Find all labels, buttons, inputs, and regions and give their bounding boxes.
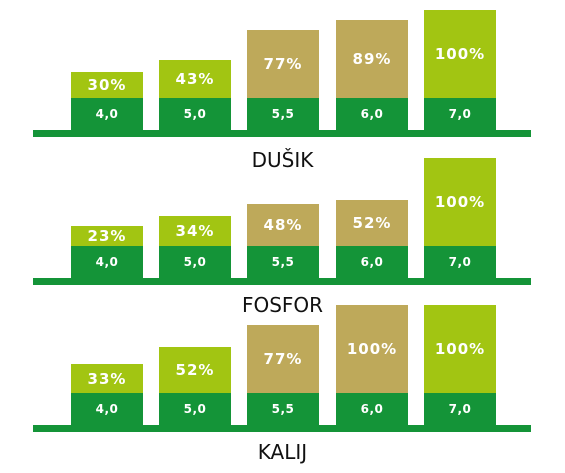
bar: 89% 6,0 — [336, 20, 408, 130]
bar-category-label: 6,0 — [336, 246, 408, 278]
bar-category-label: 5,0 — [159, 246, 231, 278]
chart-baseline — [33, 130, 531, 137]
bar-value-label: 89% — [336, 20, 408, 98]
chart-baseline — [33, 425, 531, 432]
bar-category-label: 4,0 — [71, 393, 143, 425]
bar: 34% 5,0 — [159, 216, 231, 278]
bar-category-label: 5,0 — [159, 393, 231, 425]
bar-value-label: 34% — [159, 216, 231, 246]
bar-value-label: 100% — [424, 10, 496, 98]
bar: 100% 6,0 — [336, 305, 408, 425]
bar-value-label: 100% — [424, 305, 496, 393]
bar-category-label: 5,0 — [159, 98, 231, 130]
bar: 43% 5,0 — [159, 60, 231, 130]
chart-title: FOSFOR — [241, 293, 324, 317]
bar: 77% 5,5 — [247, 30, 319, 130]
bar-value-label: 48% — [247, 204, 319, 246]
bar-category-label: 6,0 — [336, 393, 408, 425]
bar: 52% 5,0 — [159, 347, 231, 425]
bar: 30% 4,0 — [71, 72, 143, 130]
bar-category-label: 4,0 — [71, 246, 143, 278]
bar: 52% 6,0 — [336, 200, 408, 278]
bar-category-label: 5,5 — [247, 246, 319, 278]
bar: 100% 7,0 — [424, 10, 496, 130]
chart-title: DUŠIK — [251, 148, 314, 172]
bar-value-label: 43% — [159, 60, 231, 98]
bar-value-label: 33% — [71, 364, 143, 393]
bar: 77% 5,5 — [247, 325, 319, 425]
bar-category-label: 7,0 — [424, 246, 496, 278]
bar-category-label: 5,5 — [247, 98, 319, 130]
bar-value-label: 77% — [247, 325, 319, 393]
bar-value-label: 100% — [336, 305, 408, 393]
bar-category-label: 6,0 — [336, 98, 408, 130]
bar-value-label: 100% — [424, 158, 496, 246]
bar-value-label: 52% — [159, 347, 231, 393]
bar: 23% 4,0 — [71, 226, 143, 278]
bar-value-label: 52% — [336, 200, 408, 246]
bar: 100% 7,0 — [424, 305, 496, 425]
bar: 33% 4,0 — [71, 364, 143, 425]
bar-category-label: 4,0 — [71, 98, 143, 130]
bar-category-label: 7,0 — [424, 98, 496, 130]
bar-value-label: 23% — [71, 226, 143, 246]
bar-category-label: 5,5 — [247, 393, 319, 425]
bar-category-label: 7,0 — [424, 393, 496, 425]
chart-title: KALIJ — [257, 440, 308, 464]
chart-baseline — [33, 278, 531, 285]
bar-value-label: 77% — [247, 30, 319, 98]
bar-value-label: 30% — [71, 72, 143, 98]
bar: 100% 7,0 — [424, 158, 496, 278]
bar: 48% 5,5 — [247, 204, 319, 278]
